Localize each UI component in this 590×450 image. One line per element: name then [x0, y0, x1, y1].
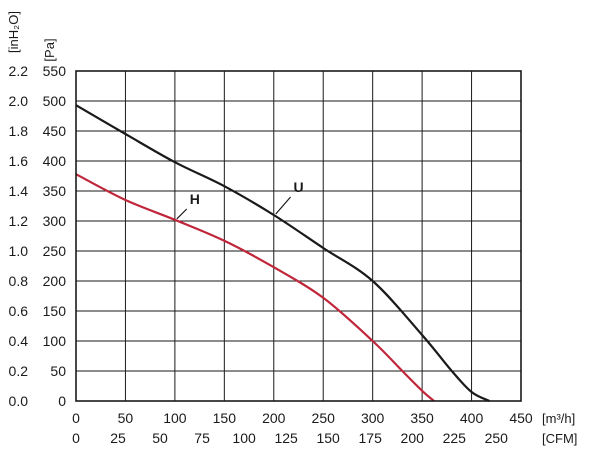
- x-axis-unit-m3h: [m³/h]: [542, 411, 575, 426]
- x-axis-unit-cfm: [CFM]: [542, 431, 577, 446]
- x-tick-label-m3h: 250: [312, 410, 336, 426]
- x-tick-label-cfm: 25: [110, 430, 126, 446]
- x-tick-label-cfm: 100: [232, 430, 256, 446]
- curve-label-leader-U: [275, 196, 292, 215]
- y-tick-label-inh2o: 2.2: [9, 63, 29, 79]
- series-line-H: [75, 173, 435, 402]
- y-tick-label-inh2o: 2.0: [9, 93, 29, 109]
- x-tick-label-m3h: 200: [262, 410, 286, 426]
- y-axis-inh2o-ticks: 0.0 0.2 0.4 0.6 0.8 1.0 1.2 1.4 1.6 1.8 2.0 2.2: [9, 63, 29, 409]
- y-tick-label-inh2o: 0.4: [9, 333, 29, 349]
- y-tick-label-inh2o: 1.6: [9, 153, 29, 169]
- y-tick-label-pa: 100: [43, 333, 67, 349]
- x-tick-label-cfm: 225: [443, 430, 467, 446]
- y-tick-label-pa: 300: [43, 213, 67, 229]
- y-tick-label-inh2o: 0.6: [9, 303, 29, 319]
- x-tick-label-cfm: 175: [359, 430, 383, 446]
- x-axis-m3h-ticks: 0 50 100 150 200 250 300 350 400 450: [72, 410, 533, 426]
- x-tick-label-cfm: 200: [401, 430, 425, 446]
- y-axis-unit-inh2o: [inH₂O]: [6, 11, 21, 53]
- y-tick-label-pa: 200: [43, 273, 67, 289]
- x-tick-label-cfm: 75: [194, 430, 210, 446]
- y-tick-label-pa: 400: [43, 153, 67, 169]
- x-tick-label-m3h: 300: [361, 410, 385, 426]
- y-tick-label-pa: 550: [43, 63, 67, 79]
- x-tick-label-m3h: 350: [410, 410, 434, 426]
- x-tick-label-m3h: 0: [72, 410, 80, 426]
- y-tick-label-inh2o: 0.2: [9, 363, 29, 379]
- series-line-U: [75, 104, 490, 402]
- y-tick-label-pa: 500: [43, 93, 67, 109]
- y-tick-label-pa: 250: [43, 243, 67, 259]
- x-axis-cfm-ticks: 0 25 50 75 100 125 150 175 200 225 250: [72, 430, 508, 446]
- x-tick-label-m3h: 150: [213, 410, 237, 426]
- y-tick-label-pa: 150: [43, 303, 67, 319]
- y-tick-label-inh2o: 1.2: [9, 213, 29, 229]
- curve-label-leader-H: [176, 208, 188, 220]
- curves: [75, 104, 490, 402]
- curve-labels: UH: [176, 179, 304, 220]
- x-tick-label-cfm: 0: [72, 430, 80, 446]
- x-tick-label-cfm: 150: [316, 430, 340, 446]
- y-tick-label-pa: 450: [43, 123, 67, 139]
- y-tick-label-inh2o: 1.8: [9, 123, 29, 139]
- y-tick-label-inh2o: 1.0: [9, 243, 29, 259]
- y-tick-label-pa: 0: [58, 393, 66, 409]
- curve-label-U: U: [294, 179, 304, 195]
- x-tick-label-m3h: 450: [509, 410, 533, 426]
- y-tick-label-inh2o: 1.4: [9, 183, 29, 199]
- y-axis-pa-ticks: 0 50 100 150 200 250 300 350 400 450 500 550: [43, 63, 67, 409]
- curve-label-H: H: [190, 191, 200, 207]
- grid: [75, 70, 522, 402]
- x-tick-label-cfm: 250: [485, 430, 509, 446]
- x-tick-label-m3h: 400: [460, 410, 484, 426]
- y-tick-label-pa: 350: [43, 183, 67, 199]
- x-tick-label-cfm: 50: [152, 430, 168, 446]
- plot-frame: [75, 70, 522, 402]
- x-tick-label-m3h: 100: [163, 410, 187, 426]
- x-tick-label-m3h: 50: [118, 410, 134, 426]
- y-tick-label-inh2o: 0.8: [9, 273, 29, 289]
- y-tick-label-inh2o: 0.0: [9, 393, 29, 409]
- y-axis-unit-pa: [Pa]: [42, 38, 57, 61]
- y-tick-label-pa: 50: [50, 363, 66, 379]
- x-tick-label-cfm: 125: [274, 430, 298, 446]
